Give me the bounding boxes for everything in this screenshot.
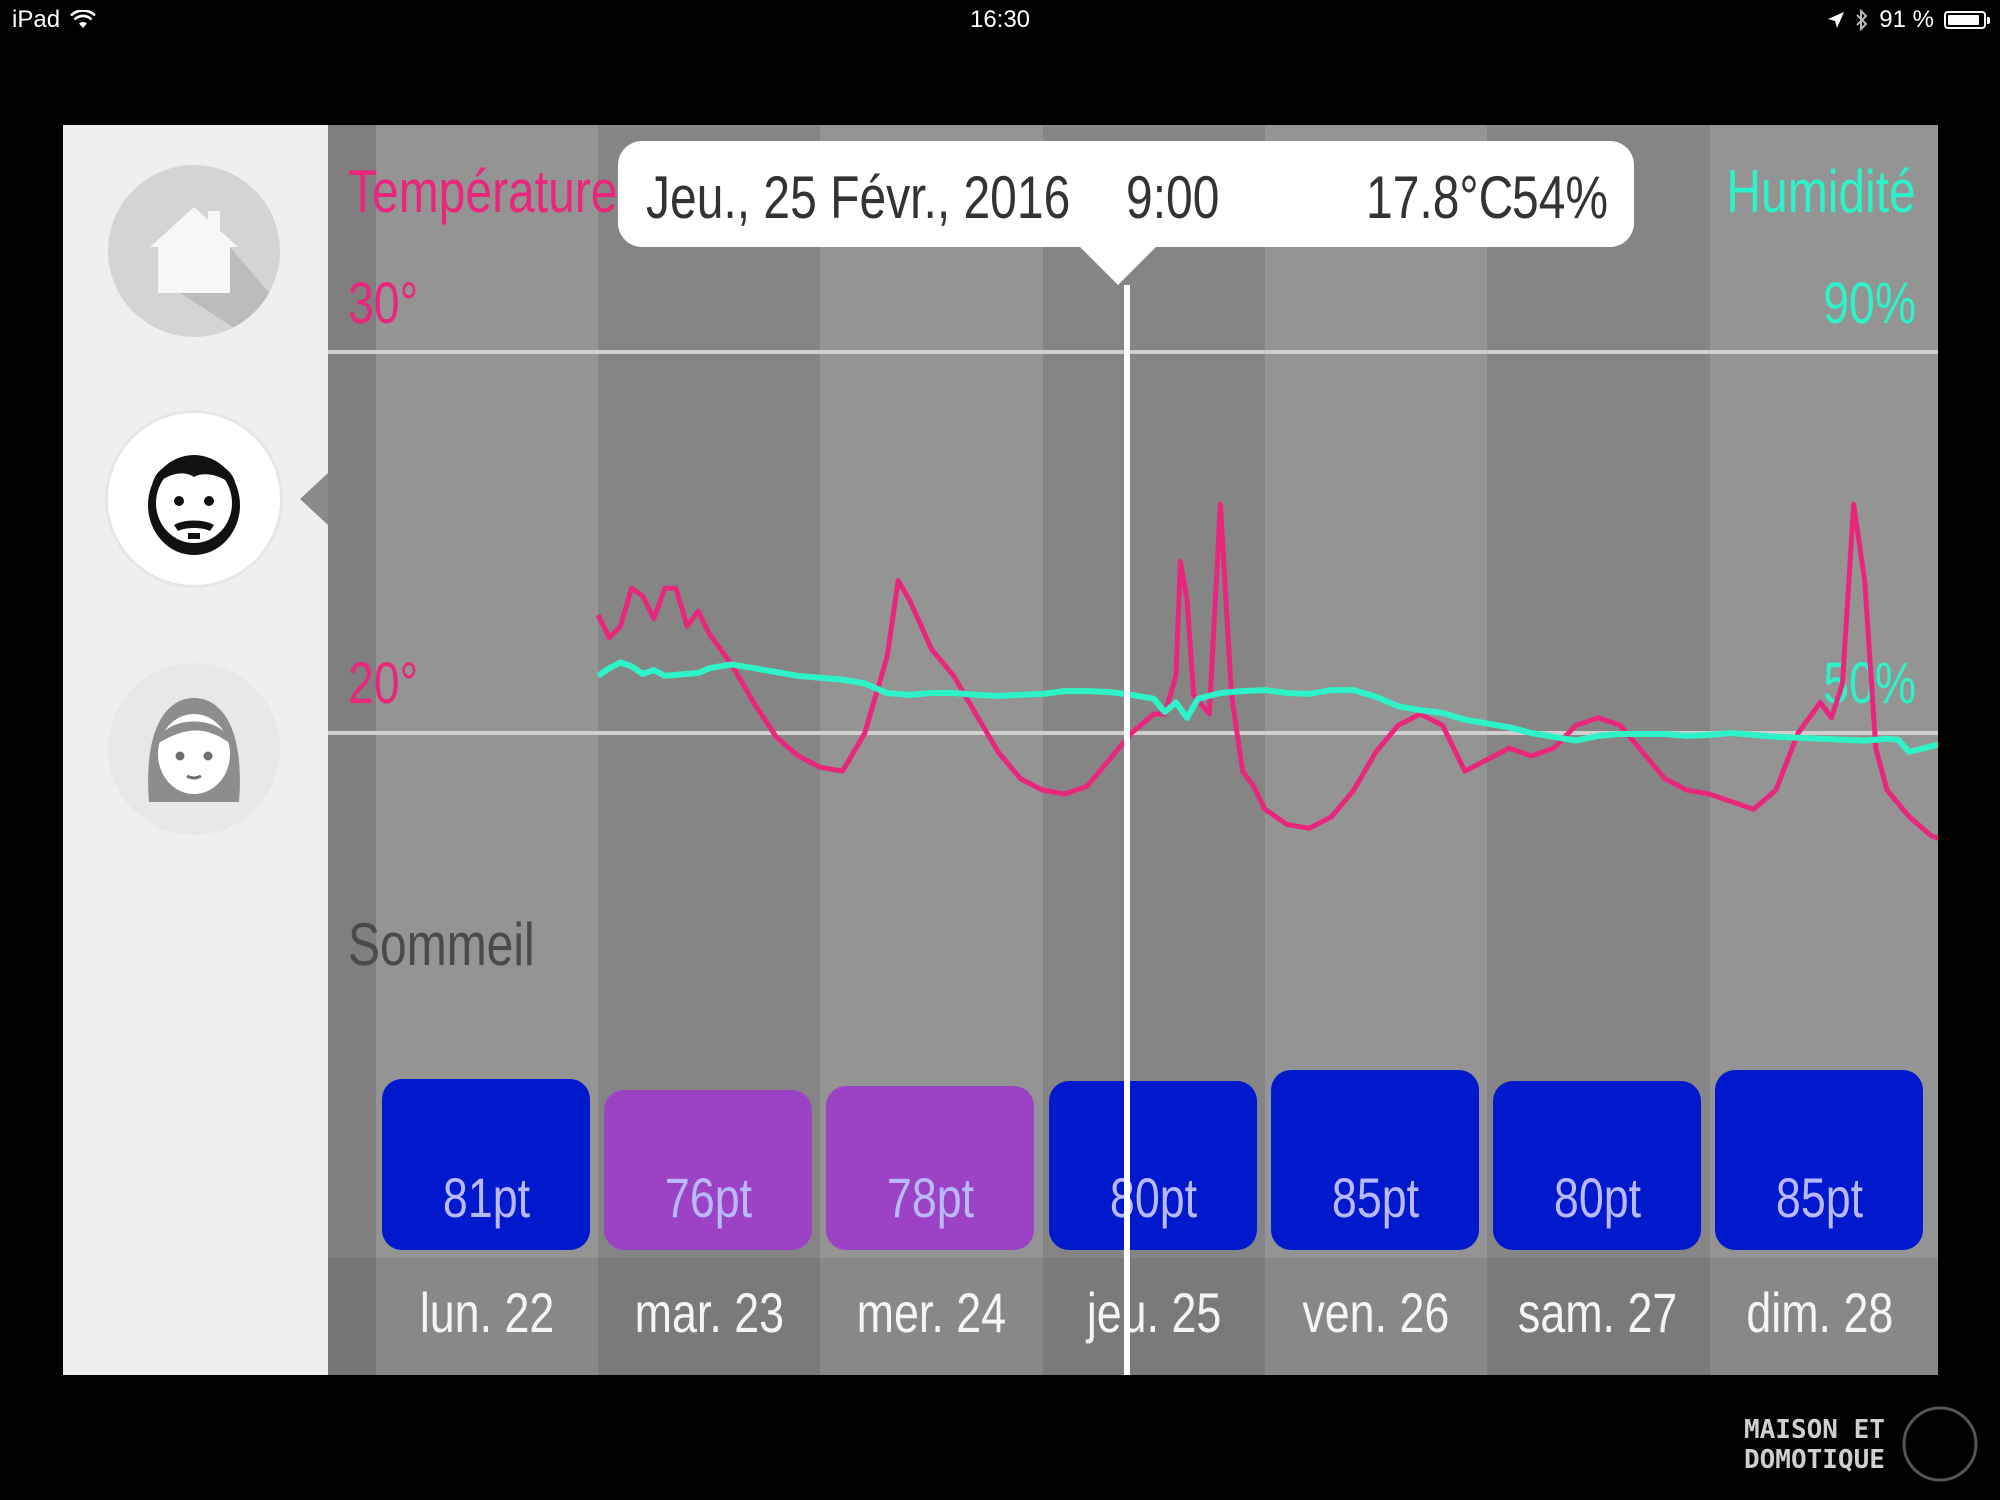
temperature-line [595,501,1938,841]
watermark-line2: DOMOTIQUE [1744,1445,1885,1475]
wifi-icon [70,10,96,28]
selection-indicator [300,473,328,525]
humidity-title: Humidité [1726,158,1916,225]
tooltip-time: 9:00 [1126,164,1220,231]
location-icon [1828,12,1845,28]
user-male-button[interactable] [108,413,280,585]
sleep-bar[interactable]: 80pt [1493,1081,1701,1250]
sleep-title: Sommeil [348,911,535,978]
sleep-bar[interactable]: 76pt [604,1090,812,1250]
sleep-bar[interactable]: 80pt [1049,1081,1257,1250]
watermark-logo: MAISON ET DOMOTIQUE [1744,1406,1978,1482]
temperature-tick-30: 30° [348,271,419,336]
day-stripe [328,125,376,1375]
tooltip-date: Jeu., 25 Févr., 2016 [646,164,1071,231]
time-cursor[interactable] [1124,285,1130,1375]
sleep-score-label: 85pt [1775,1166,1863,1229]
humidity-line [596,659,1938,755]
battery-icon [1944,11,1990,29]
chart-panel[interactable]: Température Humidité 30° 90% 20° 50% Som… [328,125,1938,1375]
house-icon [150,207,280,337]
bluetooth-icon [1856,9,1868,31]
sleep-score-label: 80pt [1553,1166,1641,1229]
day-label-band [328,1258,1938,1375]
sleep-score-label: 76pt [664,1166,752,1229]
sleep-score-label: 85pt [1331,1166,1419,1229]
temp-humidity-chart [595,501,1938,841]
data-tooltip: Jeu., 25 Févr., 2016 9:00 17.8°C 54% [618,141,1634,285]
status-bar: iPad 16:30 91 % [0,0,2000,40]
day-label[interactable]: lun. 22 [419,1281,555,1344]
day-label[interactable]: mer. 24 [856,1281,1006,1344]
man-face-icon [148,455,240,555]
device-name: iPad [12,6,61,33]
temperature-tick-20: 20° [348,651,419,716]
sleep-bar[interactable]: 85pt [1271,1070,1479,1250]
tooltip-humidity: 54% [1512,164,1609,231]
home-button[interactable] [108,165,280,337]
tooltip-temperature: 17.8°C [1366,164,1514,231]
sleep-score-label: 81pt [442,1166,530,1229]
sleep-bar[interactable]: 85pt [1715,1070,1923,1250]
day-label[interactable]: mar. 23 [634,1281,784,1344]
temperature-title: Température [348,158,618,225]
day-label[interactable]: dim. 28 [1746,1281,1894,1344]
humidity-tick-90: 90% [1823,271,1916,336]
sleep-score-label: 80pt [1109,1166,1197,1229]
woman-face-icon [148,698,240,802]
sidebar [63,125,328,1375]
clock: 16:30 [969,6,1031,33]
watermark-line1: MAISON ET [1744,1415,1885,1445]
battery-percent: 91 % [1879,6,1934,33]
day-label[interactable]: jeu. 25 [1086,1281,1222,1344]
user-female-button[interactable] [108,663,280,835]
gridline-top [328,350,1938,354]
day-label[interactable]: ven. 26 [1302,1281,1450,1344]
sleep-bar[interactable]: 81pt [382,1079,590,1250]
sleep-score-label: 78pt [886,1166,974,1229]
sleep-bar[interactable]: 78pt [826,1086,1034,1250]
day-label[interactable]: sam. 27 [1518,1281,1678,1344]
app-window: Température Humidité 30° 90% 20° 50% Som… [63,125,1938,1375]
